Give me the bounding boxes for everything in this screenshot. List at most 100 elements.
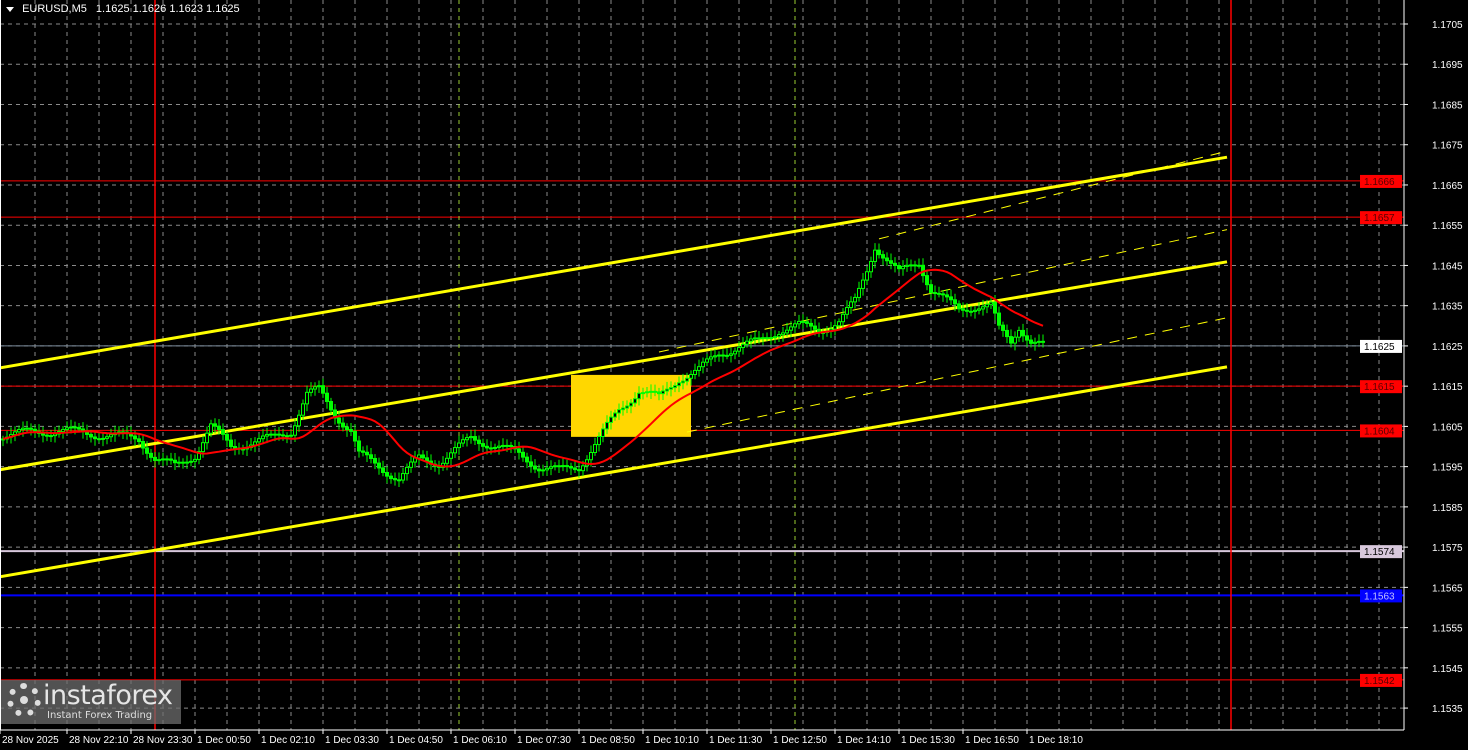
candle-body: [341, 422, 345, 428]
candle-body: [733, 350, 737, 355]
candle-body: [205, 432, 209, 444]
candle-body: [793, 323, 797, 328]
candle-body: [969, 310, 973, 313]
candle-body: [337, 417, 341, 424]
candle-body: [577, 469, 581, 472]
candle-body: [213, 423, 217, 427]
candle: [697, 359, 701, 377]
channel-line: [0, 155, 1228, 370]
candle: [717, 351, 721, 362]
candle-body: [381, 467, 385, 473]
price-level-label: 1.1625: [1364, 342, 1395, 353]
candle: [1021, 323, 1025, 343]
candle-body: [393, 478, 397, 481]
candle: [857, 281, 861, 302]
candle: [885, 252, 889, 266]
candle: [521, 446, 525, 462]
candle-body: [933, 292, 937, 295]
candle-body: [185, 461, 189, 464]
candle: [357, 435, 361, 458]
candle: [49, 429, 53, 443]
candle: [989, 296, 993, 309]
candle: [741, 337, 745, 355]
candle-body: [769, 337, 773, 340]
candle: [905, 258, 909, 272]
candle: [629, 399, 633, 414]
candle: [229, 433, 233, 451]
logo-tagline: Instant Forex Trading: [47, 710, 153, 721]
candle: [221, 423, 225, 441]
candle: [473, 429, 477, 446]
candle: [209, 419, 213, 438]
candle-body: [33, 428, 37, 432]
price-level-badge: [1360, 424, 1402, 438]
candle: [833, 319, 837, 336]
candle-body: [189, 460, 193, 463]
candle-body: [657, 391, 661, 395]
candle: [645, 386, 649, 398]
x-tick-label: 1 Dec 18:10: [1029, 735, 1083, 746]
candle: [181, 458, 185, 469]
candle: [633, 392, 637, 407]
candle: [1, 435, 5, 447]
candle: [1013, 331, 1017, 351]
y-tick-label: 1.1585: [1432, 503, 1463, 514]
candle-body: [729, 353, 733, 356]
candle-body: [605, 421, 609, 430]
candle: [185, 455, 189, 469]
candle-body: [477, 439, 481, 445]
candle: [997, 306, 1001, 330]
candle: [909, 259, 913, 272]
y-tick-label: 1.1595: [1432, 463, 1463, 474]
candle: [9, 427, 13, 444]
candle-body: [45, 434, 49, 437]
candle-body: [229, 439, 233, 448]
candle-body: [257, 438, 261, 443]
candle-body: [613, 412, 617, 418]
candle-body: [517, 448, 521, 453]
x-tick-label: 1 Dec 14:10: [837, 735, 891, 746]
candle: [545, 461, 549, 476]
candle-body: [873, 249, 877, 262]
candle: [1029, 334, 1033, 348]
candle-body: [833, 325, 837, 330]
candle-body: [709, 356, 713, 360]
candle: [193, 454, 197, 469]
candle: [973, 305, 977, 319]
candle-body: [905, 264, 909, 267]
price-level-badge: [1360, 673, 1402, 687]
candle-body: [645, 391, 649, 394]
candle-body: [181, 461, 185, 464]
candle-body: [501, 444, 505, 447]
candle-body: [549, 466, 553, 469]
dropdown-triangle-icon[interactable]: [6, 6, 14, 12]
candle-body: [973, 309, 977, 312]
candle-body: [453, 447, 457, 454]
candle-body: [309, 388, 313, 393]
candle-body: [685, 377, 689, 382]
candle-body: [1033, 341, 1037, 344]
candle-body: [885, 257, 889, 262]
candle-body: [457, 442, 461, 449]
candle-body: [949, 296, 953, 301]
candle: [265, 427, 269, 444]
candle-body: [593, 444, 597, 454]
candle-body: [445, 457, 449, 464]
candle-body: [473, 436, 477, 441]
candle-body: [805, 321, 809, 324]
candle-body: [865, 271, 869, 281]
x-tick-label: 1 Dec 15:30: [901, 735, 955, 746]
candle: [809, 318, 813, 333]
candle-body: [993, 301, 997, 314]
candle: [965, 303, 969, 318]
candle-body: [617, 409, 621, 414]
candle-body: [493, 446, 497, 449]
candle-body: [269, 433, 273, 436]
candle-body: [265, 433, 269, 437]
candle: [537, 464, 541, 479]
channel-line: [686, 317, 1228, 433]
candle-body: [737, 347, 741, 352]
candle: [1017, 326, 1021, 342]
candle: [177, 456, 181, 468]
